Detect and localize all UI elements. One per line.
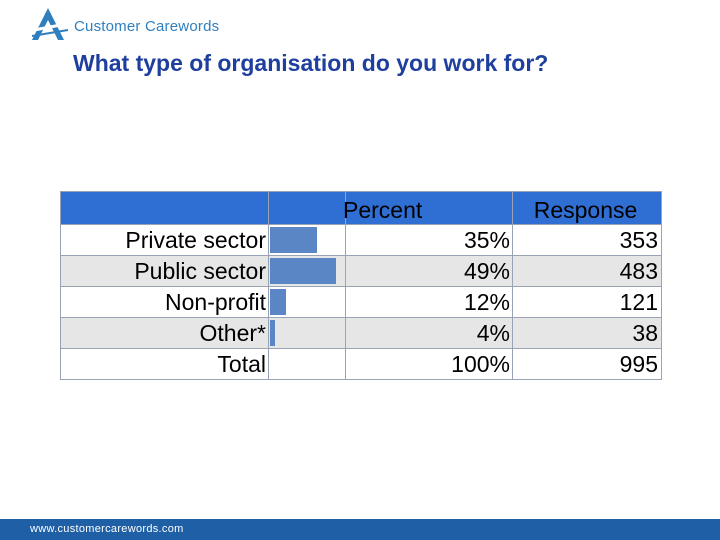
table-total-row: Total 100% 995 [60,348,662,380]
footer-url[interactable]: www.customercarewords.com [30,523,184,535]
page-title: What type of organisation do you work fo… [73,50,549,76]
results-table: Percent Response Private sector 35% 353 … [60,191,662,380]
total-percent: 100% [345,348,513,380]
row-percent: 12% [345,286,513,318]
table-row: Other* 4% 38 [60,317,662,349]
logo-text: Customer Carewords [74,18,220,35]
header-bar-cell [268,191,346,225]
row-label: Other* [60,317,269,349]
footer-bar: www.customercarewords.com [0,519,720,540]
table-row: Private sector 35% 353 [60,224,662,256]
row-label: Non-profit [60,286,269,318]
row-label: Private sector [60,224,269,256]
row-label: Public sector [60,255,269,287]
row-percent: 4% [345,317,513,349]
total-label: Total [60,348,269,380]
percent-bar [270,227,317,253]
table-header-row: Percent Response [60,191,662,225]
row-response: 121 [512,286,662,318]
bar-cell [268,348,346,380]
table-row: Non-profit 12% 121 [60,286,662,318]
header-percent-label: Percent [343,197,423,223]
header-percent: Percent [343,191,513,225]
logo-triangle-icon [31,8,69,40]
row-percent: 49% [345,255,513,287]
header-label-cell [60,191,269,225]
percent-bar [270,258,336,284]
row-percent: 35% [345,224,513,256]
bar-cell [268,286,346,318]
percent-bar [270,320,275,346]
row-response: 353 [512,224,662,256]
header-response: Response [512,191,662,225]
table-row: Public sector 49% 483 [60,255,662,287]
row-response: 483 [512,255,662,287]
percent-bar [270,289,286,315]
total-response: 995 [512,348,662,380]
bar-cell [268,255,346,287]
bar-cell [268,224,346,256]
bar-cell [268,317,346,349]
row-response: 38 [512,317,662,349]
